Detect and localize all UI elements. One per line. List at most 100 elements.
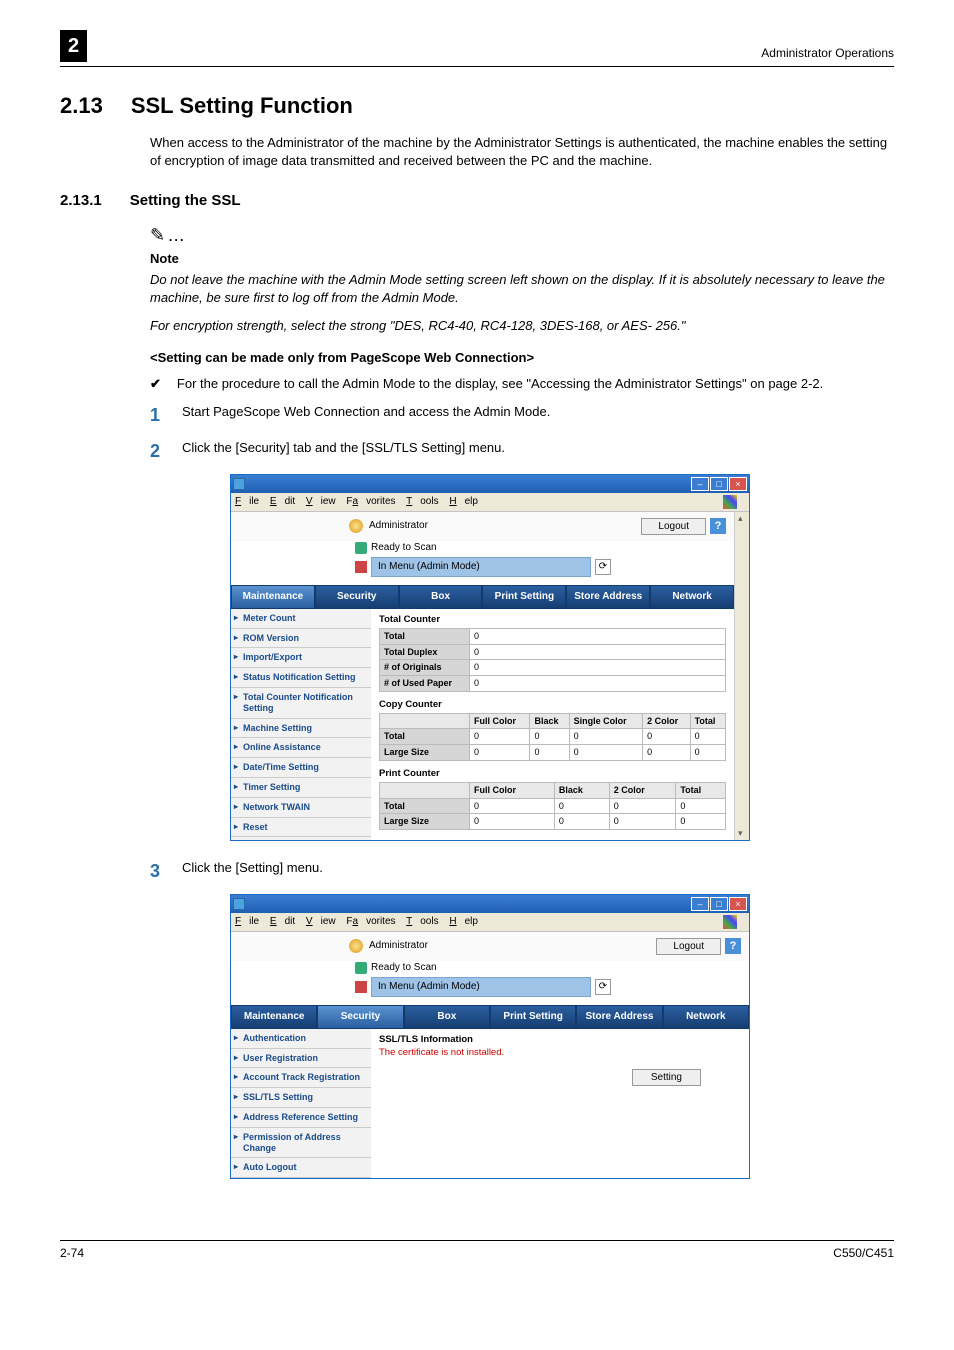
pc-r0-2: 0	[554, 798, 609, 814]
step-2-row: 2 Click the [Security] tab and the [SSL/…	[150, 439, 894, 464]
tab-maintenance[interactable]: Maintenance	[231, 585, 315, 609]
ready-label: Ready to Scan	[371, 541, 437, 555]
check-row: ✔ For the procedure to call the Admin Mo…	[150, 375, 894, 393]
cc-r1-0: Large Size	[380, 745, 470, 761]
ssl-not-installed: The certificate is not installed.	[379, 1046, 741, 1059]
maximize-button[interactable]: □	[710, 477, 728, 491]
cc-h0	[380, 713, 470, 729]
header-category: Administrator Operations	[761, 45, 894, 62]
sidebar-item-rom[interactable]: ROM Version	[231, 629, 371, 649]
refresh-icon[interactable]: ⟳	[595, 559, 611, 575]
sidebar-item-datetime[interactable]: Date/Time Setting	[231, 758, 371, 778]
pc-h2: Black	[554, 782, 609, 798]
sidebar-nav-1: Meter Count ROM Version Import/Export St…	[231, 609, 371, 840]
pc-h4: Total	[676, 782, 726, 798]
tab-box[interactable]: Box	[399, 585, 483, 609]
menu-tools[interactable]: Tools	[406, 496, 438, 507]
content-split-1: Meter Count ROM Version Import/Export St…	[231, 609, 734, 840]
maximize-button-2[interactable]: □	[710, 897, 728, 911]
pc-r1-0: Large Size	[380, 814, 470, 830]
tab-print-setting[interactable]: Print Setting	[482, 585, 566, 609]
cc-r0-5: 0	[690, 729, 725, 745]
menu-help[interactable]: Help	[449, 496, 478, 507]
tab-print-setting-2[interactable]: Print Setting	[490, 1005, 576, 1029]
note-icon: ✎	[150, 225, 165, 245]
tc-r3-v: 0	[470, 675, 726, 691]
sidebar-item-twain[interactable]: Network TWAIN	[231, 798, 371, 818]
sidebar-item-perm-addr[interactable]: Permission of Address Change	[231, 1128, 371, 1159]
cc-r1-4: 0	[643, 745, 690, 761]
setting-subhead: <Setting can be made only from PageScope…	[150, 349, 894, 367]
checkmark-icon: ✔	[150, 375, 161, 393]
sidebar-item-reset[interactable]: Reset	[231, 818, 371, 838]
menu-favorites[interactable]: Favorites	[346, 496, 395, 507]
pc-r0-0: Total	[380, 798, 470, 814]
tab-network-2[interactable]: Network	[663, 1005, 749, 1029]
help-button[interactable]: ?	[710, 518, 726, 534]
sidebar-item-online[interactable]: Online Assistance	[231, 738, 371, 758]
ie-menubar-2: File Edit View Favorites Tools Help	[231, 913, 749, 932]
minimize-button[interactable]: –	[691, 477, 709, 491]
menu-view-2[interactable]: View	[306, 916, 336, 927]
scrollbar-1[interactable]	[734, 512, 749, 840]
note-block: ✎ ... Note Do not leave the machine with…	[150, 223, 894, 335]
in-menu-label-2: In Menu (Admin Mode)	[371, 977, 591, 997]
menu-favorites-2[interactable]: Favorites	[346, 916, 395, 927]
tab-box-2[interactable]: Box	[404, 1005, 490, 1029]
tc-r2-l: # of Originals	[380, 660, 470, 676]
sidebar-item-account-track[interactable]: Account Track Registration	[231, 1068, 371, 1088]
tab-security[interactable]: Security	[315, 585, 399, 609]
sidebar-item-timer[interactable]: Timer Setting	[231, 778, 371, 798]
cc-r0-0: Total	[380, 729, 470, 745]
cc-h2: Black	[530, 713, 569, 729]
sidebar-item-user-reg[interactable]: User Registration	[231, 1049, 371, 1069]
sidebar-item-meter-count[interactable]: Meter Count	[231, 609, 371, 629]
help-button-2[interactable]: ?	[725, 938, 741, 954]
menu-view[interactable]: View	[306, 496, 336, 507]
setting-button[interactable]: Setting	[632, 1069, 701, 1086]
tab-row-2: Maintenance Security Box Print Setting S…	[231, 1005, 749, 1029]
sidebar-item-total-counter[interactable]: Total Counter Notification Setting	[231, 688, 371, 719]
close-button-2[interactable]: ×	[729, 897, 747, 911]
sidebar-item-auth[interactable]: Authentication	[231, 1029, 371, 1049]
menu-file-2[interactable]: File	[235, 916, 259, 927]
administrator-label-2: Administrator	[369, 939, 428, 953]
check-text: For the procedure to call the Admin Mode…	[177, 375, 823, 393]
pc-r0-4: 0	[676, 798, 726, 814]
cc-r0-3: 0	[569, 729, 643, 745]
h1-title: SSL Setting Function	[131, 91, 353, 122]
menu-file[interactable]: File	[235, 496, 259, 507]
copy-counter-title: Copy Counter	[379, 698, 726, 711]
tc-r1-l: Total Duplex	[380, 644, 470, 660]
menu-edit[interactable]: Edit	[270, 496, 295, 507]
tab-row-1: Maintenance Security Box Print Setting S…	[231, 585, 734, 609]
logout-button-2[interactable]: Logout	[656, 938, 721, 955]
close-button[interactable]: ×	[729, 477, 747, 491]
menu-tools-2[interactable]: Tools	[406, 916, 438, 927]
menu-edit-2[interactable]: Edit	[270, 916, 295, 927]
sidebar-item-ssl[interactable]: SSL/TLS Setting	[231, 1088, 371, 1108]
logout-button[interactable]: Logout	[641, 518, 706, 535]
tab-store-address-2[interactable]: Store Address	[576, 1005, 662, 1029]
ready-label-2: Ready to Scan	[371, 961, 437, 975]
refresh-icon-2[interactable]: ⟳	[595, 979, 611, 995]
h2-title: Setting the SSL	[130, 190, 241, 211]
sidebar-item-addr-ref[interactable]: Address Reference Setting	[231, 1108, 371, 1128]
tab-maintenance-2[interactable]: Maintenance	[231, 1005, 317, 1029]
tab-security-2[interactable]: Security	[317, 1005, 403, 1029]
ie-icon	[233, 478, 245, 490]
main-area-1: Total Counter Total0 Total Duplex0 # of …	[371, 609, 734, 840]
sidebar-item-import[interactable]: Import/Export	[231, 648, 371, 668]
tab-network[interactable]: Network	[650, 585, 734, 609]
sidebar-item-status-notif[interactable]: Status Notification Setting	[231, 668, 371, 688]
tc-r0-l: Total	[380, 629, 470, 645]
menu-help-2[interactable]: Help	[449, 916, 478, 927]
page-footer: 2-74 C550/C451	[60, 1240, 894, 1262]
sidebar-item-auto-logout[interactable]: Auto Logout	[231, 1158, 371, 1178]
status-block-2: Ready to Scan In Menu (Admin Mode) ⟳	[347, 961, 749, 1005]
tab-store-address[interactable]: Store Address	[566, 585, 650, 609]
minimize-button-2[interactable]: –	[691, 897, 709, 911]
sidebar-item-machine[interactable]: Machine Setting	[231, 719, 371, 739]
pc-h0	[380, 782, 470, 798]
user-icon	[349, 519, 363, 533]
